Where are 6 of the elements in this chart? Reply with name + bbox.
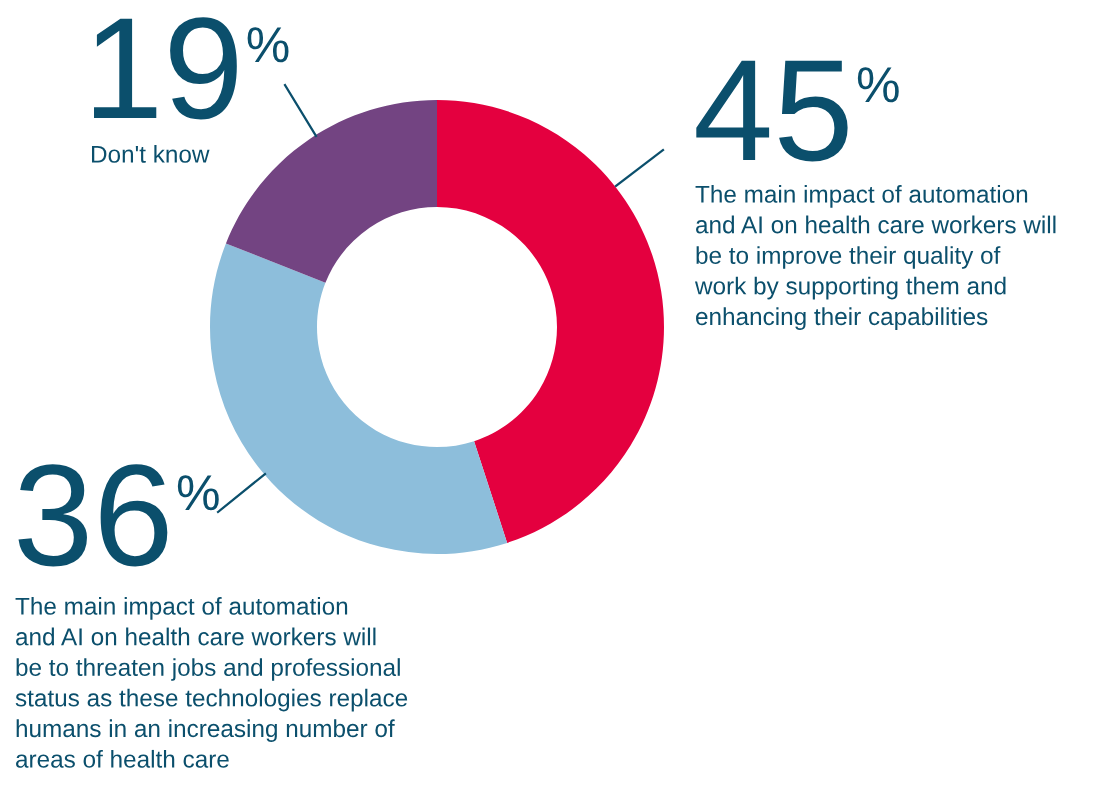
data-label: 19% bbox=[94, 17, 289, 120]
data-label: 45% bbox=[696, 60, 899, 162]
data-label: 36% bbox=[18, 464, 219, 567]
slice-label: Don't know bbox=[91, 145, 210, 163]
slice-label: The main impact of automation and AI on health care workers will be to threaten jobs and professional status as these technologies replace humans in an increasing number of areas of health care bbox=[15, 597, 408, 768]
slice-label: The main impact of automation and AI on health care workers will be to improve their quality of work by supporting them and enhancing their capabilities bbox=[694, 185, 1056, 330]
